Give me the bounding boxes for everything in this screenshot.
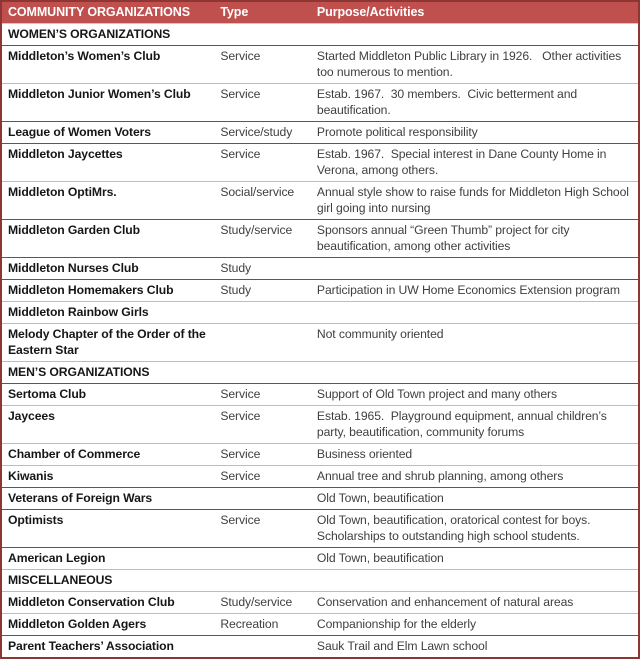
org-purpose-cell — [310, 301, 639, 324]
column-header-type: Type — [214, 1, 311, 24]
table-row: Middleton Golden Agers Recreation Companio… — [1, 613, 639, 636]
table-row: Parent Teachers’ Association Sauk Trail a… — [1, 635, 639, 658]
org-name-cell: League of Women Voters — [1, 121, 215, 144]
org-type-cell — [214, 547, 311, 570]
table-row: Middleton Garden Club Study/service Sponso… — [1, 219, 639, 258]
org-purpose-cell: Participation in UW Home Economics Exten… — [310, 279, 639, 302]
org-purpose-cell: Annual style show to raise funds for Mid… — [310, 181, 639, 220]
org-type-cell: Service — [214, 383, 311, 406]
org-purpose-cell: Old Town, beautification, oratorical con… — [310, 509, 639, 548]
org-purpose-cell — [310, 257, 639, 280]
org-type-cell: Service — [214, 509, 311, 548]
org-purpose-cell: Sponsors annual “Green Thumb” project fo… — [310, 219, 639, 258]
org-name-cell: Jaycees — [1, 405, 215, 444]
org-type-cell — [214, 487, 311, 510]
org-name-cell: Middleton Rainbow Girls — [1, 301, 215, 324]
org-purpose-cell: Conservation and enhancement of natural … — [310, 591, 639, 614]
org-type-cell — [214, 635, 311, 658]
org-purpose-cell: Not community oriented — [310, 323, 639, 362]
section-title: WOMEN’S ORGANIZATIONS — [8, 27, 171, 41]
org-purpose-cell: Companionship for the elderly — [310, 613, 639, 636]
org-type-cell: Recreation — [214, 613, 311, 636]
org-purpose-cell: Estab. 1967. 30 members. Civic bettermen… — [310, 83, 639, 122]
column-header-community-organizations: COMMUNITY ORGANIZATIONS — [1, 1, 215, 24]
org-name-cell: Veterans of Foreign Wars — [1, 487, 215, 510]
org-type-cell: Service — [214, 443, 311, 466]
table-row: Middleton Homemakers Club Study Participat… — [1, 279, 639, 302]
org-type-cell: Service — [214, 465, 311, 488]
table-row: Middleton Junior Women’s Club Service Esta… — [1, 83, 639, 122]
org-purpose-cell: Old Town, beautification — [310, 547, 639, 570]
section-row: WOMEN’S ORGANIZATIONS — [1, 24, 639, 46]
org-type-cell: Service — [214, 45, 311, 84]
table-row: Middleton’s Women’s Club Service Started M… — [1, 45, 639, 84]
org-name-cell: Melody Chapter of the Order of the Easte… — [1, 323, 215, 362]
org-name-cell: Sertoma Club — [1, 383, 215, 406]
org-type-cell: Study — [214, 257, 311, 280]
org-purpose-cell: Sauk Trail and Elm Lawn school — [310, 635, 639, 658]
org-name-cell: Middleton Golden Agers — [1, 613, 215, 636]
org-name-cell: Middleton Jaycettes — [1, 143, 215, 182]
org-name-cell: Middleton Garden Club — [1, 219, 215, 258]
org-purpose-cell: Promote political responsibility — [310, 121, 639, 144]
table-row: Sertoma Club Service Support of Old Town p… — [1, 383, 639, 406]
table-row: Middleton Nurses Club Study — [1, 257, 639, 280]
table-row: Jaycees Service Estab. 1965. Playground eq… — [1, 405, 639, 444]
table-header-row: COMMUNITY ORGANIZATIONS Type Purpose/Act… — [1, 1, 639, 24]
org-purpose-cell: Started Middleton Public Library in 1926… — [310, 45, 639, 84]
table-row: Middleton Conservation Club Study/service… — [1, 591, 639, 614]
org-name-cell: American Legion — [1, 547, 215, 570]
org-purpose-cell: Old Town, beautification — [310, 487, 639, 510]
org-type-cell: Study — [214, 279, 311, 302]
org-name-cell: Middleton Nurses Club — [1, 257, 215, 280]
section-title: MISCELLANEOUS — [1, 569, 639, 592]
table-row: Chamber of Commerce Service Business orien… — [1, 443, 639, 466]
table-row: Middleton Jaycettes Service Estab. 1967. S… — [1, 143, 639, 182]
section-row: MISCELLANEOUS — [1, 569, 639, 592]
org-name-cell: Middleton’s Women’s Club — [1, 45, 215, 84]
org-name-cell: Parent Teachers’ Association — [1, 635, 215, 658]
org-type-cell — [214, 323, 311, 362]
table-body: WOMEN’S ORGANIZATIONS Middleton’s Women’s… — [1, 24, 639, 658]
org-type-cell: Service — [214, 143, 311, 182]
org-purpose-cell: Estab. 1965. Playground equipment, annua… — [310, 405, 639, 444]
org-name-cell: Middleton Junior Women’s Club — [1, 83, 215, 122]
org-type-cell: Study/service — [214, 219, 311, 258]
org-type-cell: Study/service — [214, 591, 311, 614]
org-type-cell: Service — [214, 405, 311, 444]
table-row: American Legion Old Town, beautification — [1, 547, 639, 570]
table-row: Kiwanis Service Annual tree and shrub plan… — [1, 465, 639, 488]
table-row: Veterans of Foreign Wars Old Town, beauti… — [1, 487, 639, 510]
org-type-cell: Service/study — [214, 121, 311, 144]
org-purpose-cell: Annual tree and shrub planning, among ot… — [310, 465, 639, 488]
org-name-cell: Middleton Homemakers Club — [1, 279, 215, 302]
org-type-cell: Social/service — [214, 181, 311, 220]
org-name-cell: Middleton OptiMrs. — [1, 181, 215, 220]
section-title: MEN’S ORGANIZATIONS — [1, 361, 639, 384]
org-name-cell: Optimists — [1, 509, 215, 548]
table-row: Optimists Service Old Town, beautification… — [1, 509, 639, 548]
org-purpose-cell: Estab. 1967. Special interest in Dane Co… — [310, 143, 639, 182]
section-row: MEN’S ORGANIZATIONS — [1, 361, 639, 384]
column-header-purpose-activities: Purpose/Activities — [310, 1, 639, 24]
table-row: Middleton Rainbow Girls — [1, 301, 639, 324]
table-row: Melody Chapter of the Order of the Easte… — [1, 323, 639, 362]
org-type-cell: Service — [214, 83, 311, 122]
table-row: Middleton OptiMrs. Social/service Annual s… — [1, 181, 639, 220]
org-name-cell: Middleton Conservation Club — [1, 591, 215, 614]
org-purpose-cell: Support of Old Town project and many oth… — [310, 383, 639, 406]
org-type-cell — [214, 301, 311, 324]
org-name-cell: Chamber of Commerce — [1, 443, 215, 466]
table-row: League of Women Voters Service/study Promo… — [1, 121, 639, 144]
org-purpose-cell: Business oriented — [310, 443, 639, 466]
org-name-cell: Kiwanis — [1, 465, 215, 488]
